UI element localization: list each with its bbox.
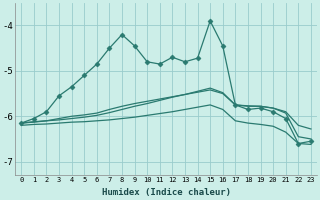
X-axis label: Humidex (Indice chaleur): Humidex (Indice chaleur)	[101, 188, 231, 197]
